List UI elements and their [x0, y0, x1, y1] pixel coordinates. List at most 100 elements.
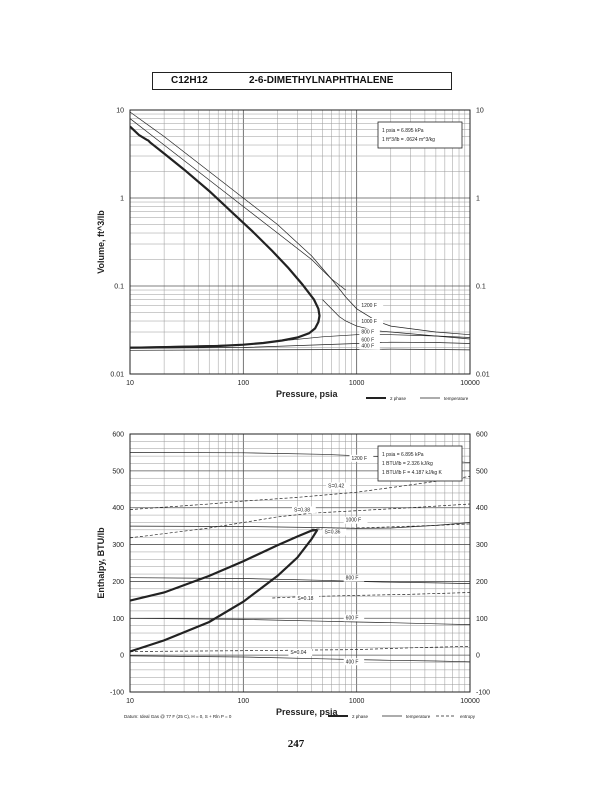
temperature-line — [130, 334, 470, 348]
temperature-line — [130, 111, 470, 336]
series-label: 1000 F — [346, 518, 362, 524]
series-label: S=0.38 — [294, 507, 310, 513]
y-axis-label: Volume, ft^3/lb — [96, 210, 106, 274]
y-tick-label-left: 600 — [112, 432, 124, 439]
conversion-text: 1 psia = 6.895 kPa — [382, 452, 424, 458]
grid-2 — [129, 433, 470, 693]
y-tick-label-left: 0 — [120, 653, 124, 660]
temperature-line — [130, 617, 470, 625]
temperature-line — [322, 299, 470, 340]
temperature-line — [130, 577, 470, 584]
y-tick-label-right: 1 — [476, 196, 480, 203]
grid-1 — [129, 110, 470, 375]
series-label: S=0.42 — [328, 483, 344, 489]
y-tick-label-left: 1 — [120, 196, 124, 203]
x-tick-label: 10 — [126, 698, 134, 705]
legend-label: 2 phase — [352, 714, 369, 719]
y-tick-label-right: 0.01 — [476, 372, 490, 379]
series-label-bg — [343, 658, 365, 666]
plot-frame — [129, 433, 471, 693]
y-tick-label-right: 0.1 — [476, 284, 486, 291]
compound-name: 2-6-DIMETHYLNAPHTHALENE — [249, 75, 394, 86]
series-label-bg — [359, 336, 380, 344]
series-label-bg — [343, 516, 368, 524]
series-label: 600 F — [361, 337, 374, 343]
y-tick-label-left: 500 — [112, 468, 124, 475]
conversion-box — [377, 121, 463, 149]
x-tick-label: 100 — [237, 698, 249, 705]
conversion-text: 1 psia = 6.895 kPa — [382, 128, 424, 134]
y-tick-label-right: 100 — [476, 616, 488, 623]
y-tick-label-right: 600 — [476, 432, 488, 439]
y-tick-label-left: 100 — [112, 616, 124, 623]
legend-label: temperature — [444, 396, 469, 401]
entropy-line — [272, 592, 470, 599]
series-label: 400 F — [361, 344, 374, 350]
temperature-line — [130, 348, 470, 351]
conversion-text: 1 BTU/lb = 2.326 kJ/kg — [382, 461, 433, 467]
entropy-line — [130, 503, 470, 539]
y-tick-label-right: 400 — [476, 505, 488, 512]
series-label: S=0.04 — [290, 650, 306, 656]
series-label-bg — [326, 482, 350, 490]
title-box: C12H12 2-6-DIMETHYLNAPHTHALENE — [152, 72, 452, 90]
y-tick-label-right: 200 — [476, 579, 488, 586]
datum-note: Datum: Ideal Gas @ 77 F (25 C), H = 0, S… — [124, 714, 232, 719]
two-phase-curve — [130, 528, 318, 602]
temperature-line — [130, 522, 470, 529]
y-tick-label-left: 0.01 — [110, 372, 124, 379]
plot-frame — [129, 109, 471, 375]
series-group-2 — [130, 452, 470, 663]
temperature-line — [130, 655, 470, 663]
x-tick-label: 1000 — [349, 380, 365, 387]
y-tick-label-right: 300 — [476, 542, 488, 549]
y-tick-label-right: 500 — [476, 468, 488, 475]
y-tick-label-left: 10 — [116, 108, 124, 115]
x-tick-label: 100 — [237, 380, 249, 387]
entropy-line — [130, 476, 470, 510]
temperature-line — [130, 118, 346, 291]
y-tick-label-right: 0 — [476, 653, 480, 660]
series-label: S=0.36 — [324, 530, 340, 536]
legend-label: entropy — [460, 714, 476, 719]
series-label-bg — [288, 649, 313, 657]
series-label: 1200 F — [351, 456, 367, 462]
x-axis-label: Pressure, psia — [276, 389, 339, 399]
x-tick-label: 10000 — [460, 380, 480, 387]
series-label-bg — [359, 342, 380, 350]
x-tick-label: 1000 — [349, 698, 365, 705]
entropy-line — [130, 645, 470, 652]
series-label-bg — [322, 528, 347, 536]
y-tick-label-left: 300 — [112, 542, 124, 549]
series-label-bg — [359, 328, 380, 336]
series-label: 400 F — [346, 659, 359, 665]
series-label: 600 F — [346, 615, 359, 621]
series-label-bg — [343, 614, 365, 622]
x-axis-label: Pressure, psia — [276, 707, 339, 717]
y-tick-label-right: 10 — [476, 108, 484, 115]
series-label: 800 F — [346, 576, 359, 582]
conversion-box — [377, 445, 463, 482]
two-phase-curve — [130, 529, 319, 653]
legend-label: temperature — [406, 714, 431, 719]
x-tick-label: 10 — [126, 380, 134, 387]
compound-formula: C12H12 — [171, 75, 208, 86]
series-label-bg — [349, 454, 374, 462]
series-label-bg — [292, 506, 316, 514]
series-label: 1200 F — [361, 303, 377, 309]
series-label-bg — [343, 574, 365, 582]
series-label-bg — [295, 594, 320, 602]
page-number: 247 — [287, 738, 305, 750]
series-label: 1000 F — [361, 319, 377, 325]
legend-label: 2 phase — [390, 396, 407, 401]
conversion-text: 1 ft^3/lb = .0624 m^3/kg — [382, 137, 435, 143]
y-tick-label-left: 0.1 — [114, 284, 124, 291]
series-label: S=0.18 — [297, 596, 313, 602]
series-label-bg — [359, 301, 384, 309]
y-tick-label-left: 400 — [112, 505, 124, 512]
y-axis-label: Enthalpy, BTU/lb — [96, 527, 106, 599]
y-tick-label-left: 200 — [112, 579, 124, 586]
